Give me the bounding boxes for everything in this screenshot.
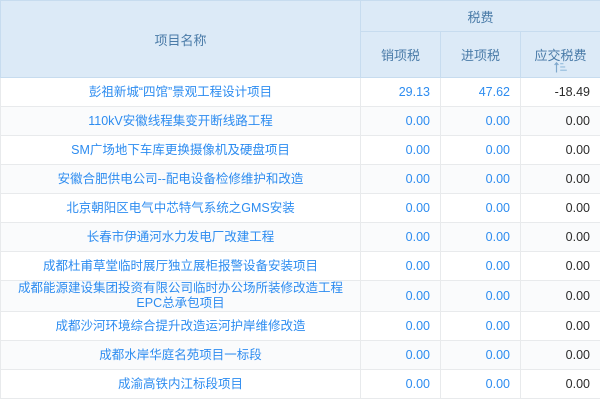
cell-payable-tax: -18.49 (519, 77, 600, 107)
cell-output-tax: 0.00 (360, 106, 441, 136)
cell-input-tax: 0.00 (440, 280, 521, 312)
cell-project-name[interactable]: 安徽合肥供电公司--配电设备检修维护和改造 (0, 164, 361, 194)
table-row: 成都水岸华庭名苑项目一标段 0.00 0.00 0.00 (0, 340, 600, 370)
cell-project-name[interactable]: SM广场地下车库更换摄像机及硬盘项目 (0, 135, 361, 165)
cell-project-name[interactable]: 彭祖新城“四馆”景观工程设计项目 (0, 77, 361, 107)
cell-input-tax: 0.00 (440, 222, 521, 252)
cell-project-name[interactable]: 成都水岸华庭名苑项目一标段 (0, 340, 361, 370)
cell-output-tax: 0.00 (360, 135, 441, 165)
project-name-link[interactable]: 成都杜甫草堂临时展厅独立展柜报警设备安装项目 (42, 258, 318, 273)
table-row: 成都沙河环境综合提升改造运河护岸维修改造 0.00 0.00 0.00 (0, 311, 600, 341)
project-name-link[interactable]: 成都水岸华庭名苑项目一标段 (99, 347, 262, 362)
cell-project-name[interactable]: 110kV安徽线程集变开断线路工程 (0, 106, 361, 136)
cell-project-name[interactable]: 长春市伊通河水力发电厂改建工程 (0, 222, 361, 252)
cell-input-tax: 0.00 (440, 106, 521, 136)
table-header: 项目名称 税费 销项税 进项税 应交税费 (0, 0, 600, 78)
project-name-link[interactable]: 北京朝阳区电气中芯特气系统之GMS安装 (66, 200, 295, 215)
column-header-output-tax[interactable]: 销项税 (360, 31, 441, 78)
cell-input-tax: 0.00 (440, 340, 521, 370)
cell-project-name[interactable]: 成都杜甫草堂临时展厅独立展柜报警设备安装项目 (0, 251, 361, 281)
cell-output-tax: 29.13 (360, 77, 441, 107)
cell-input-tax: 0.00 (440, 251, 521, 281)
cell-payable-tax: 0.00 (519, 106, 600, 136)
cell-payable-tax: 0.00 (519, 251, 600, 281)
project-name-link[interactable]: 110kV安徽线程集变开断线路工程 (88, 113, 273, 128)
cell-payable-tax: 0.00 (519, 340, 600, 370)
cell-input-tax: 0.00 (440, 311, 521, 341)
table-row: 彭祖新城“四馆”景观工程设计项目 29.13 47.62 -18.49 (0, 77, 600, 107)
table-header-row-1: 项目名称 税费 (0, 0, 600, 78)
sort-ascending-icon[interactable] (521, 62, 600, 73)
cell-input-tax: 0.00 (440, 193, 521, 223)
table-body: 彭祖新城“四馆”景观工程设计项目 29.13 47.62 -18.49 110kV安徽线… (0, 77, 600, 399)
cell-output-tax: 0.00 (360, 193, 441, 223)
project-name-link[interactable]: 安徽合肥供电公司--配电设备检修维护和改造 (57, 171, 304, 186)
cell-output-tax: 0.00 (360, 311, 441, 341)
cell-input-tax: 0.00 (440, 135, 521, 165)
cell-payable-tax: 0.00 (519, 135, 600, 165)
cell-input-tax: 0.00 (440, 369, 521, 399)
table-row: 成都能源建设集团投资有限公司临时办公场所装修改造工程EPC总承包项目 0.00 0.… (0, 280, 600, 312)
column-header-input-tax[interactable]: 进项税 (440, 31, 521, 78)
table-row: 安徽合肥供电公司--配电设备检修维护和改造 0.00 0.00 0.00 (0, 164, 600, 194)
table-header-row-2: 销项税 进项税 应交税费 (1, 31, 600, 78)
project-name-link[interactable]: 成都能源建设集团投资有限公司临时办公场所装修改造工程EPC总承包项目 (17, 281, 343, 310)
cell-project-name[interactable]: 成渝高铁内江标段项目 (0, 369, 361, 399)
cell-payable-tax: 0.00 (519, 369, 600, 399)
cell-output-tax: 0.00 (360, 251, 441, 281)
cell-output-tax: 0.00 (360, 369, 441, 399)
cell-payable-tax: 0.00 (519, 280, 600, 312)
cell-input-tax: 47.62 (440, 77, 521, 107)
cell-payable-tax: 0.00 (519, 164, 600, 194)
table-row: 长春市伊通河水力发电厂改建工程 0.00 0.00 0.00 (0, 222, 600, 252)
project-name-link[interactable]: 成都沙河环境综合提升改造运河护岸维修改造 (55, 318, 306, 333)
project-name-link[interactable]: 成渝高铁内江标段项目 (117, 376, 243, 391)
table-row: 北京朝阳区电气中芯特气系统之GMS安装 0.00 0.00 0.00 (0, 193, 600, 223)
cell-project-name[interactable]: 北京朝阳区电气中芯特气系统之GMS安装 (0, 193, 361, 223)
cell-output-tax: 0.00 (360, 222, 441, 252)
table-row: 110kV安徽线程集变开断线路工程 0.00 0.00 0.00 (0, 106, 600, 136)
cell-input-tax: 0.00 (440, 164, 521, 194)
cell-project-name[interactable]: 成都沙河环境综合提升改造运河护岸维修改造 (0, 311, 361, 341)
column-header-project-name[interactable]: 项目名称 (0, 0, 361, 78)
cell-output-tax: 0.00 (360, 280, 441, 312)
project-name-link[interactable]: 长春市伊通河水力发电厂改建工程 (86, 229, 275, 244)
table-row: 成都杜甫草堂临时展厅独立展柜报警设备安装项目 0.00 0.00 0.00 (0, 251, 600, 281)
cell-project-name[interactable]: 成都能源建设集团投资有限公司临时办公场所装修改造工程EPC总承包项目 (0, 280, 361, 312)
cell-payable-tax: 0.00 (519, 193, 600, 223)
cell-payable-tax: 0.00 (519, 311, 600, 341)
project-name-link[interactable]: SM广场地下车库更换摄像机及硬盘项目 (71, 142, 290, 157)
table-row: SM广场地下车库更换摄像机及硬盘项目 0.00 0.00 0.00 (0, 135, 600, 165)
project-name-link[interactable]: 彭祖新城“四馆”景观工程设计项目 (88, 84, 273, 99)
table-row: 成渝高铁内江标段项目 0.00 0.00 0.00 (0, 369, 600, 399)
cell-output-tax: 0.00 (360, 340, 441, 370)
column-header-payable-tax-label: 应交税费 (534, 48, 587, 63)
column-header-payable-tax[interactable]: 应交税费 (519, 31, 600, 78)
cell-output-tax: 0.00 (360, 164, 441, 194)
cell-payable-tax: 0.00 (519, 222, 600, 252)
column-group-header-tax: 税费 (359, 0, 600, 32)
